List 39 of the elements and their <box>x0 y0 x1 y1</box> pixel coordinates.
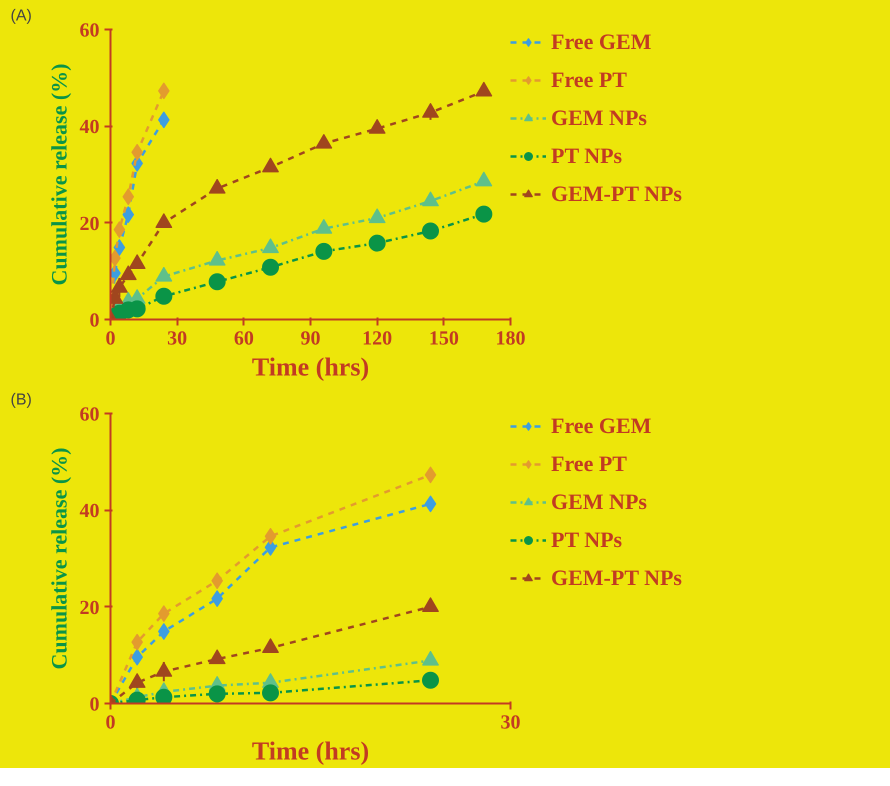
legend-label: PT NPs <box>551 527 622 553</box>
x-tick-label: 60 <box>234 328 254 350</box>
legend-label: Free PT <box>551 451 627 477</box>
legend-label: GEM NPs <box>551 489 647 515</box>
point <box>208 649 226 664</box>
legend-label: GEM-PT NPs <box>551 565 682 591</box>
y-tick-label: 0 <box>90 694 100 716</box>
y-axis-title: Cumulative release (%) <box>46 447 72 670</box>
y-tick-label: 40 <box>80 500 100 522</box>
legend-label: GEM NPs <box>551 105 647 131</box>
x-tick-label: 90 <box>300 328 320 350</box>
x-tick-label: 150 <box>428 328 459 350</box>
y-tick-label: 0 <box>90 310 100 332</box>
x-axis-title: Time (hrs) <box>252 736 370 766</box>
point <box>262 638 279 654</box>
point <box>422 597 439 612</box>
y-axis-title: Cumulative release (%) <box>46 63 72 286</box>
x-tick-label: 0 <box>106 328 116 350</box>
y-tick-label: 40 <box>80 116 100 138</box>
text: (B) <box>10 392 32 408</box>
point <box>128 672 146 688</box>
x-axis-title: Time (hrs) <box>252 352 370 382</box>
legend-label: GEM-PT NPs <box>551 181 682 207</box>
y-tick-label: 60 <box>80 20 100 42</box>
x-tick-label: 180 <box>496 328 526 350</box>
point <box>155 688 172 704</box>
point <box>422 650 439 666</box>
point <box>155 662 172 677</box>
y-tick-label: 20 <box>80 596 100 619</box>
y-tick-label: 60 <box>80 404 100 426</box>
text: (A) <box>10 8 32 24</box>
legend-label: PT NPs <box>551 143 622 169</box>
legend-label: Free GEM <box>551 29 652 55</box>
y-tick-label: 20 <box>80 212 100 235</box>
legend-label: Free PT <box>551 67 627 93</box>
x-tick-label: 120 <box>362 328 392 350</box>
x-tick-label: 30 <box>500 712 520 734</box>
x-tick-label: 30 <box>167 328 188 350</box>
legend-label: Free GEM <box>551 413 652 439</box>
